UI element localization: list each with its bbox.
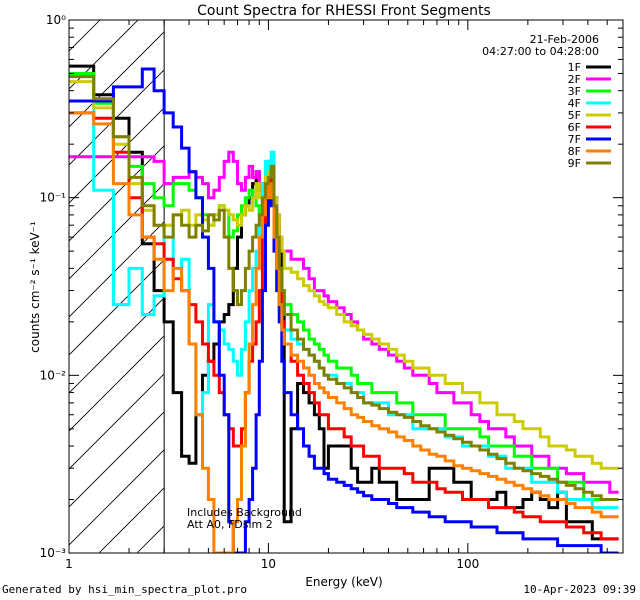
chart-title: Count Spectra for RHESSI Front Segments (197, 3, 491, 19)
x-tick-label: 100 (456, 557, 479, 571)
y-tick-label: 10⁻¹ (40, 191, 67, 205)
y-tick-label: 10⁰ (46, 13, 66, 27)
hatch-lines (69, 20, 165, 553)
header-time-range: 04:27:00 to 04:28:00 (482, 45, 599, 58)
generated-by-text: Generated by hsi_min_spectra_plot.pro (2, 583, 248, 596)
header-date: 21-Feb-2006 (530, 33, 599, 46)
legend-label-2F: 2F (568, 73, 581, 86)
series-layer (69, 64, 619, 553)
series-5F (69, 80, 619, 470)
x-tick-label: 10 (261, 557, 276, 571)
axes-layer: 1 10 100 10⁻³ 10⁻² 10⁻¹ 10⁰ (40, 13, 624, 571)
x-tick-label: 1 (65, 557, 73, 571)
annotation-background: Includes Background (187, 506, 302, 519)
legend-label-9F: 9F (568, 157, 581, 170)
series-8F (69, 111, 619, 553)
legend-label-8F: 8F (568, 145, 581, 158)
x-axis-label: Energy (keV) (305, 575, 382, 589)
series-1F (69, 64, 619, 541)
legend-label-6F: 6F (568, 121, 581, 134)
legend-label-5F: 5F (568, 109, 581, 122)
y-axis-label: counts cm⁻² s⁻¹ keV⁻¹ (28, 221, 42, 353)
series-7F (69, 67, 619, 553)
series-9F (69, 75, 619, 501)
legend-label-3F: 3F (568, 85, 581, 98)
y-tick-label: 10⁻³ (40, 546, 67, 560)
annotation-attenuator: Att A0, FDsim 2 (187, 518, 273, 531)
plot-frame (68, 19, 624, 554)
legend-label-7F: 7F (568, 133, 581, 146)
series-2F (69, 150, 619, 494)
generation-date: 10-Apr-2023 09:39 (523, 583, 636, 596)
y-tick-label: 10⁻² (40, 368, 67, 382)
legend-label-1F: 1F (568, 61, 581, 74)
legend-label-4F: 4F (568, 97, 581, 110)
